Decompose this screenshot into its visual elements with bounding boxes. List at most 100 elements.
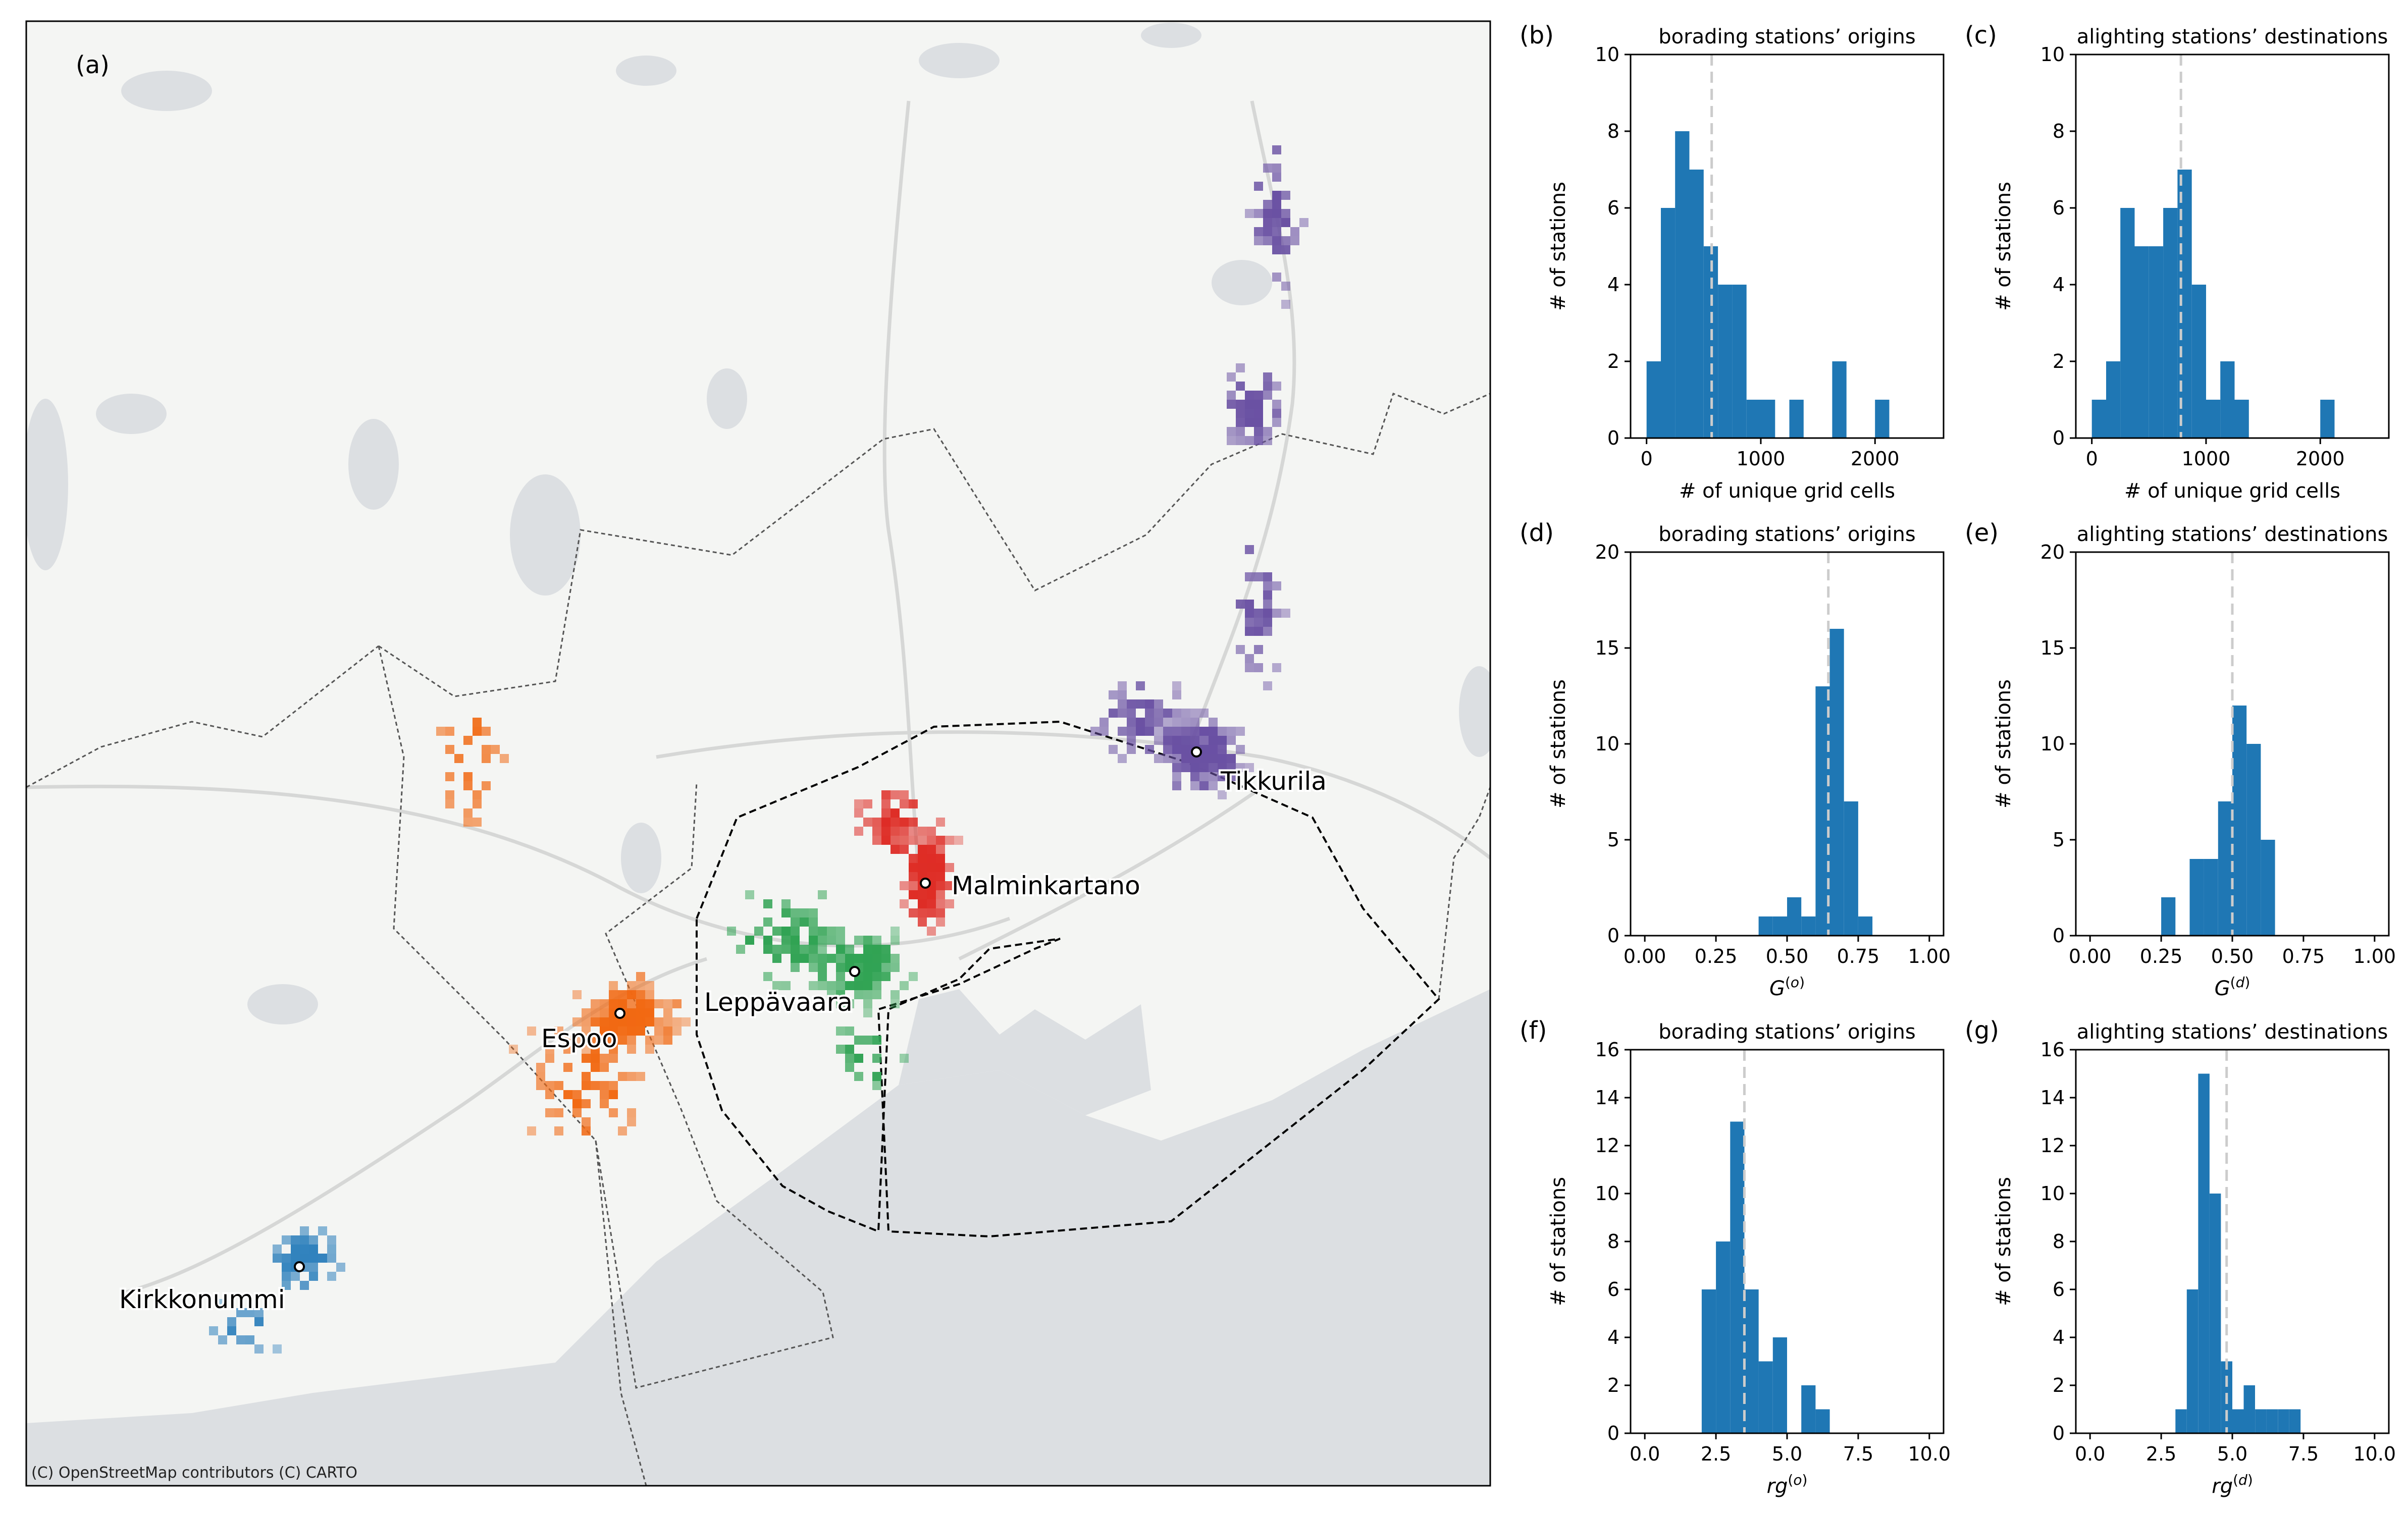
density-cell xyxy=(1281,609,1290,618)
chart-title: borading stations’ origins xyxy=(1658,523,1915,546)
density-cell xyxy=(1145,699,1154,709)
density-cell xyxy=(645,1017,654,1026)
density-cell xyxy=(1109,709,1118,718)
density-cell xyxy=(909,836,918,845)
density-cell xyxy=(1109,690,1118,699)
histogram-c: 0 1000 2000 0 2 4 6 8 10 alighting stations’ dest… xyxy=(1965,21,2390,503)
density-cell xyxy=(636,972,645,981)
density-cell xyxy=(282,1254,291,1263)
density-cell xyxy=(482,727,491,736)
density-cell xyxy=(1163,709,1172,718)
histogram-bar xyxy=(2255,1409,2267,1433)
density-cell xyxy=(772,945,781,954)
density-cell xyxy=(1236,427,1245,436)
density-cell xyxy=(872,936,881,945)
density-cell xyxy=(818,954,827,963)
density-cell xyxy=(609,981,618,990)
density-cell xyxy=(1263,609,1272,618)
y-axis-label: # of stations xyxy=(1992,1177,2015,1306)
density-cell xyxy=(818,972,827,981)
density-cell xyxy=(845,981,854,990)
density-cell xyxy=(872,972,881,981)
x-tick-label: 0.50 xyxy=(1766,945,1809,967)
density-cell xyxy=(1218,772,1227,781)
density-cell xyxy=(291,1245,300,1254)
map-attribution: (C) OpenStreetMap contributors (C) CARTO xyxy=(31,1464,357,1482)
station-marker-kirkkonummi xyxy=(294,1261,305,1272)
density-cell xyxy=(763,936,772,945)
density-cell xyxy=(1290,227,1299,236)
x-axis-label: rg(o) xyxy=(1767,1472,1808,1498)
density-cell xyxy=(1263,427,1272,436)
histogram-bar xyxy=(1761,400,1775,438)
density-cell xyxy=(1163,754,1172,763)
density-cell xyxy=(1209,745,1218,754)
y-tick-label: 0 xyxy=(2053,427,2065,449)
density-cell xyxy=(900,981,909,990)
y-tick-label: 6 xyxy=(2053,197,2065,219)
density-cell xyxy=(572,1017,582,1026)
density-cell xyxy=(854,1054,863,1063)
density-cell xyxy=(872,954,881,963)
density-cell xyxy=(609,1054,618,1063)
density-cell xyxy=(1245,600,1254,609)
density-cell xyxy=(663,1036,672,1045)
density-cell xyxy=(772,927,781,936)
density-cell xyxy=(300,1245,309,1254)
density-cell xyxy=(1236,382,1245,391)
density-cells xyxy=(209,145,1308,1354)
density-cell xyxy=(1154,736,1163,745)
density-cell xyxy=(318,1226,327,1235)
density-cell xyxy=(554,1126,563,1136)
histogram-b: 0 1000 2000 0 2 4 6 8 10 borading stations’ origi… xyxy=(1520,21,1945,503)
density-cell xyxy=(1218,727,1227,736)
density-cell xyxy=(863,945,872,954)
x-tick-label: 0 xyxy=(2086,448,2098,470)
density-cell xyxy=(1245,654,1254,663)
density-cell xyxy=(618,1017,627,1026)
density-cell xyxy=(936,872,945,881)
histogram-bar xyxy=(2246,744,2261,936)
density-cell xyxy=(918,827,927,836)
station-marker-tikkurila xyxy=(1191,746,1202,758)
y-tick-label: 5 xyxy=(1607,829,1619,851)
density-cell xyxy=(818,981,827,990)
density-cell xyxy=(1263,600,1272,609)
density-cell xyxy=(1154,709,1163,718)
station-marker-leppavaara xyxy=(849,966,860,977)
density-cell xyxy=(836,981,845,990)
panel-label: (d) xyxy=(1520,519,1554,547)
density-cell xyxy=(636,999,645,1008)
density-cell xyxy=(291,1272,300,1281)
density-cell xyxy=(645,990,654,999)
density-cell xyxy=(1154,754,1163,763)
density-cell xyxy=(545,1081,554,1090)
density-cell xyxy=(1118,754,1127,763)
density-cell xyxy=(500,754,509,763)
panel-label: (f) xyxy=(1520,1016,1547,1045)
histogram-bar xyxy=(2149,246,2164,438)
density-cell xyxy=(863,999,872,1008)
density-cell xyxy=(454,754,463,763)
density-cell xyxy=(636,981,645,990)
density-cell xyxy=(863,990,872,999)
chart-title: alighting stations’ destinations xyxy=(2077,1020,2388,1044)
y-tick-label: 6 xyxy=(1607,1278,1619,1301)
density-cell xyxy=(863,799,872,808)
density-cell xyxy=(745,936,754,945)
histogram-e: 0.00 0.25 0.50 0.75 1.00 0 5 10 15 20 alighting st… xyxy=(1965,519,2396,1000)
histogram-bar xyxy=(2186,1289,2198,1433)
density-cell xyxy=(627,1045,636,1054)
histogram-bar xyxy=(1744,1289,1759,1433)
density-cell xyxy=(645,999,654,1008)
density-cell xyxy=(1209,736,1218,745)
density-cell xyxy=(891,845,900,854)
density-cell xyxy=(618,1026,627,1036)
histogram-bar xyxy=(1661,208,1676,438)
density-cell xyxy=(609,1026,618,1036)
map-panel: Tikkurila Malminkartano Leppävaara Espoo… xyxy=(25,20,1491,1487)
density-cell xyxy=(854,808,863,818)
density-cell xyxy=(809,945,818,954)
density-cell xyxy=(527,1126,536,1136)
